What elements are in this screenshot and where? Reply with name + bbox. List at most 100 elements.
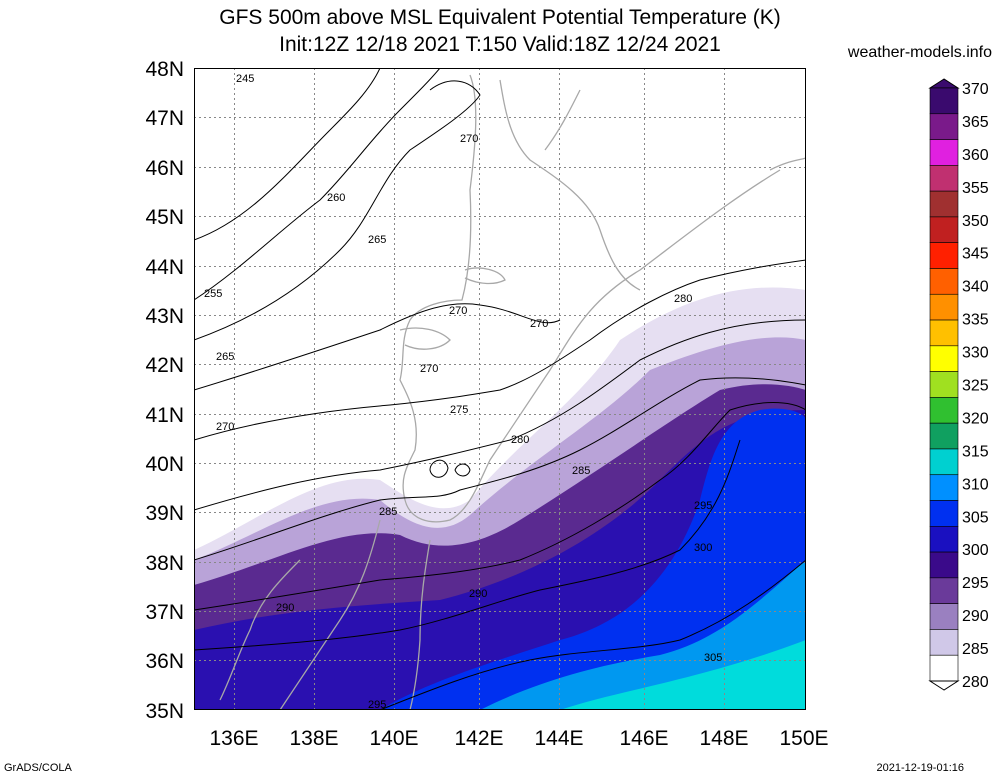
site-credit: weather-models.info xyxy=(847,44,992,61)
contours xyxy=(194,68,806,710)
colorbar-swatch xyxy=(929,165,959,192)
colorbar-swatch xyxy=(929,113,959,140)
lon-label: 144E xyxy=(534,727,583,750)
theta-e-shading-300 xyxy=(380,408,806,710)
colorbar-label: 290 xyxy=(962,608,989,625)
contour-label: 280 xyxy=(674,293,692,305)
contour-label: 255 xyxy=(204,288,222,300)
lat-label: 40N xyxy=(145,453,184,476)
map-area xyxy=(194,68,806,710)
colorbar-label: 300 xyxy=(962,542,989,559)
latitude-labels: 48N 47N 46N 45N 44N 43N 42N 41N 40N 39N … xyxy=(145,58,184,723)
colorbar-swatch xyxy=(929,190,959,218)
colorbar-label: 335 xyxy=(962,312,989,329)
colorbar-label: 355 xyxy=(962,180,989,197)
title-line-1: GFS 500m above MSL Equivalent Potential … xyxy=(219,6,781,29)
contour-label: 260 xyxy=(327,192,345,204)
lat-label: 36N xyxy=(145,650,184,673)
colorbar-label: 340 xyxy=(962,279,989,296)
colorbar-label: 350 xyxy=(962,213,989,230)
contour-label: 300 xyxy=(694,542,712,554)
contour-label: 290 xyxy=(469,588,487,600)
colorbar-label: 280 xyxy=(962,674,989,691)
colorbar-swatch xyxy=(929,293,959,321)
lon-label: 140E xyxy=(369,727,418,750)
contour-label: 265 xyxy=(216,351,234,363)
colorbar-swatch xyxy=(929,139,959,166)
contour-label: 275 xyxy=(450,404,468,416)
colorbar-swatch xyxy=(929,603,959,630)
colorbar-label: 285 xyxy=(962,641,989,658)
lon-label: 148E xyxy=(699,727,748,750)
contour-label: 295 xyxy=(694,500,712,512)
contour-labels: 245 270 260 265 255 265 270 270 270 270 … xyxy=(204,73,722,711)
grid-lines xyxy=(194,68,806,710)
theta-e-shading-310 xyxy=(560,640,806,710)
lat-label: 43N xyxy=(145,305,184,328)
colorbar-swatch xyxy=(929,397,959,424)
colorbar-swatch xyxy=(929,216,959,243)
colorbar-bottom-arrow xyxy=(928,680,960,691)
contour-label: 270 xyxy=(420,363,438,375)
colorbar-swatch xyxy=(929,629,959,656)
lon-label: 136E xyxy=(209,727,258,750)
lat-label: 39N xyxy=(145,502,184,525)
contour-label: 295 xyxy=(368,699,386,711)
contour-label: 285 xyxy=(572,465,590,477)
colorbar: 370 365 360 355 350 345 340 335 330 325 320 315 310 3… xyxy=(928,78,989,691)
colorbar-swatch xyxy=(929,345,959,372)
coastlines xyxy=(219,74,806,710)
lat-label: 41N xyxy=(145,404,184,427)
footer-software: GrADS/COLA xyxy=(4,762,72,774)
colorbar-label: 345 xyxy=(962,246,989,263)
contour-label: 270 xyxy=(460,133,478,145)
contour-label: 305 xyxy=(704,652,722,664)
contour-label: 270 xyxy=(449,305,467,317)
lat-label: 42N xyxy=(145,354,184,377)
colorbar-swatch xyxy=(929,242,959,269)
colorbar-label: 365 xyxy=(962,114,989,131)
colorbar-label: 330 xyxy=(962,345,989,362)
colorbar-swatch xyxy=(929,87,959,115)
colorbar-swatch xyxy=(929,526,959,553)
colorbar-labels: 370 365 360 355 350 345 340 335 330 325 320 315 310 3… xyxy=(962,81,989,691)
lat-label: 44N xyxy=(145,256,184,279)
lat-label: 38N xyxy=(145,552,184,575)
longitude-labels: 136E 138E 140E 142E 144E 146E 148E 150E xyxy=(209,727,828,750)
colorbar-swatch xyxy=(929,474,959,501)
colorbar-label: 305 xyxy=(962,509,989,526)
colorbar-swatch xyxy=(929,500,959,527)
lat-label: 35N xyxy=(145,700,184,723)
colorbar-label: 315 xyxy=(962,443,989,460)
colorbar-swatch xyxy=(929,371,959,398)
colorbar-swatch xyxy=(929,551,959,579)
contour-label: 285 xyxy=(379,506,397,518)
footer-timestamp: 2021-12-19-01:16 xyxy=(876,762,964,774)
title-line-2: Init:12Z 12/18 2021 T:150 Valid:18Z 12/2… xyxy=(279,33,721,56)
lon-label: 150E xyxy=(779,727,828,750)
colorbar-label: 320 xyxy=(962,410,989,427)
colorbar-label: 325 xyxy=(962,378,989,395)
lat-label: 45N xyxy=(145,206,184,229)
contour-label: 265 xyxy=(368,234,386,246)
lon-label: 138E xyxy=(289,727,338,750)
colorbar-label: 295 xyxy=(962,575,989,592)
lon-label: 142E xyxy=(454,727,503,750)
lon-label: 146E xyxy=(619,727,668,750)
lat-label: 37N xyxy=(145,601,184,624)
lat-label: 47N xyxy=(145,107,184,130)
colorbar-label: 310 xyxy=(962,476,989,493)
colorbar-swatch xyxy=(929,268,959,295)
colorbar-swatch xyxy=(929,448,959,476)
contour-label: 245 xyxy=(236,73,254,85)
colorbar-swatch xyxy=(929,577,959,604)
colorbar-label: 370 xyxy=(962,81,989,98)
colorbar-boxes xyxy=(929,87,959,682)
lat-label: 48N xyxy=(145,58,184,81)
colorbar-label: 360 xyxy=(962,147,989,164)
contour-label: 280 xyxy=(511,434,529,446)
contour-label: 270 xyxy=(216,421,234,433)
lat-label: 46N xyxy=(145,157,184,180)
map-frame xyxy=(194,68,806,710)
